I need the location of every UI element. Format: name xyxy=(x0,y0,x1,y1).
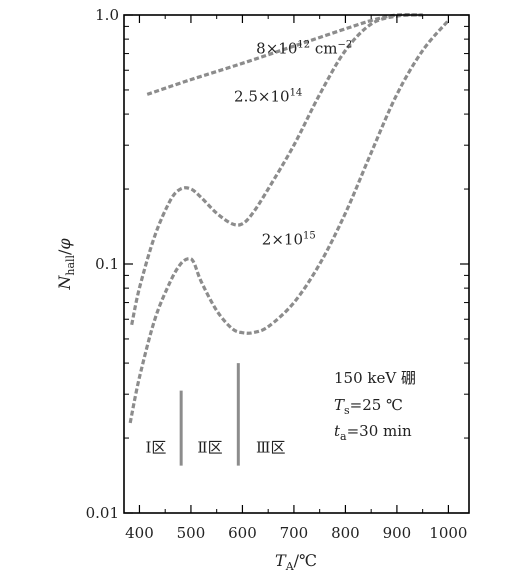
series-label-1: 8×1012 cm−2 xyxy=(256,40,352,58)
y-tick-label: 1.0 xyxy=(95,6,119,24)
x-tick-label: 700 xyxy=(280,524,309,542)
axis-ticks: 400 500 600 700 800 900 1000 0.01 0.1 1.0 xyxy=(86,6,469,542)
region-markers xyxy=(179,363,240,466)
y-axis-title: Nhall/φ xyxy=(55,238,77,291)
x-tick-label: 800 xyxy=(331,524,360,542)
info-line-1: 150 keV 硼 xyxy=(334,369,416,387)
info-box: 150 keV 硼 Ts=25 ℃ ta=30 min xyxy=(334,369,416,443)
chart-labels: 8×1012 cm−2 2.5×1014 2×1015 Ⅰ区 Ⅱ区 Ⅲ区 xyxy=(145,40,352,457)
series-label-3: 2×1015 xyxy=(262,230,316,248)
region-label-1: Ⅰ区 xyxy=(145,438,166,456)
info-line-3: ta=30 min xyxy=(334,422,412,443)
y-tick-label: 0.01 xyxy=(86,504,119,522)
x-tick-label: 500 xyxy=(177,524,206,542)
series-line-3 xyxy=(128,19,450,424)
series-lines xyxy=(128,13,450,424)
x-tick-label: 900 xyxy=(383,524,412,542)
x-tick-label: 600 xyxy=(228,524,257,542)
region-label-3: Ⅲ区 xyxy=(256,438,285,456)
series-line-2 xyxy=(130,13,423,326)
x-tick-label: 1000 xyxy=(429,524,467,542)
y-tick-label: 0.1 xyxy=(95,255,119,273)
x-axis-title: TA/℃ xyxy=(275,551,317,573)
x-tick-label: 400 xyxy=(125,524,154,542)
region-label-2: Ⅱ区 xyxy=(197,438,222,456)
series-label-2: 2.5×1014 xyxy=(234,87,302,105)
info-line-2: Ts=25 ℃ xyxy=(334,396,403,417)
